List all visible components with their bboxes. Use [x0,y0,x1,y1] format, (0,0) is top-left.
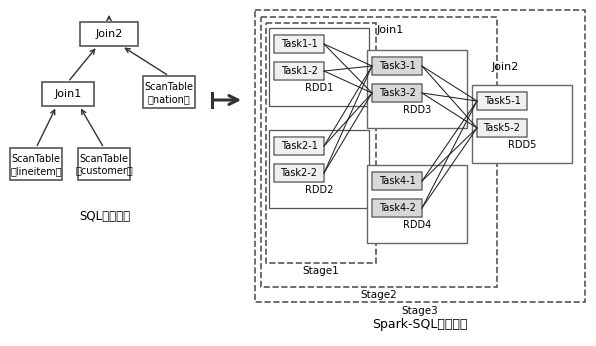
FancyBboxPatch shape [372,57,422,75]
Text: （nation）: （nation） [148,94,190,104]
Text: RDD3: RDD3 [403,105,431,115]
Text: Task4-1: Task4-1 [378,176,415,186]
Text: RDD4: RDD4 [403,220,431,230]
FancyBboxPatch shape [477,119,527,137]
Text: Join1: Join1 [54,89,82,99]
Text: Task5-2: Task5-2 [483,123,520,133]
Text: SQL查询计划: SQL查询计划 [79,210,131,223]
Text: Join2: Join2 [95,29,123,39]
FancyBboxPatch shape [367,50,467,128]
Text: Spark-SQL执行流程: Spark-SQL执行流程 [372,318,468,331]
FancyBboxPatch shape [269,130,369,208]
Bar [266,23,376,263]
Text: Join2: Join2 [491,62,519,72]
FancyBboxPatch shape [274,62,324,80]
FancyBboxPatch shape [269,28,369,106]
Text: Task3-1: Task3-1 [378,61,415,71]
Text: （customer）: （customer） [75,166,133,176]
FancyBboxPatch shape [78,148,130,180]
Text: Task1-1: Task1-1 [281,39,318,49]
FancyBboxPatch shape [372,84,422,102]
FancyBboxPatch shape [367,165,467,243]
FancyBboxPatch shape [472,85,572,163]
Text: RDD5: RDD5 [508,140,536,150]
FancyBboxPatch shape [274,164,324,182]
Text: RDD1: RDD1 [305,83,333,93]
Text: Stage3: Stage3 [402,306,439,316]
FancyBboxPatch shape [372,172,422,190]
Text: Stage1: Stage1 [303,266,339,276]
Text: Task2-1: Task2-1 [281,141,318,151]
FancyBboxPatch shape [274,35,324,53]
Text: Task5-1: Task5-1 [483,96,520,106]
FancyBboxPatch shape [372,199,422,217]
FancyBboxPatch shape [274,137,324,155]
Text: ScanTable: ScanTable [79,154,129,164]
Bar [261,17,497,287]
Text: Task4-2: Task4-2 [378,203,415,213]
FancyBboxPatch shape [42,82,94,106]
Text: Task2-2: Task2-2 [281,168,318,178]
Text: ScanTable: ScanTable [144,82,194,92]
Text: RDD2: RDD2 [305,185,333,195]
FancyBboxPatch shape [143,76,195,108]
FancyBboxPatch shape [477,92,527,110]
Text: Stage2: Stage2 [361,290,398,300]
Bar [255,10,585,302]
Text: Task1-2: Task1-2 [281,66,318,76]
FancyBboxPatch shape [80,22,138,46]
Text: ScanTable: ScanTable [11,154,61,164]
Text: Task3-2: Task3-2 [378,88,415,98]
Text: （lineitem）: （lineitem） [10,166,62,176]
FancyBboxPatch shape [10,148,62,180]
Text: Join1: Join1 [377,25,403,35]
